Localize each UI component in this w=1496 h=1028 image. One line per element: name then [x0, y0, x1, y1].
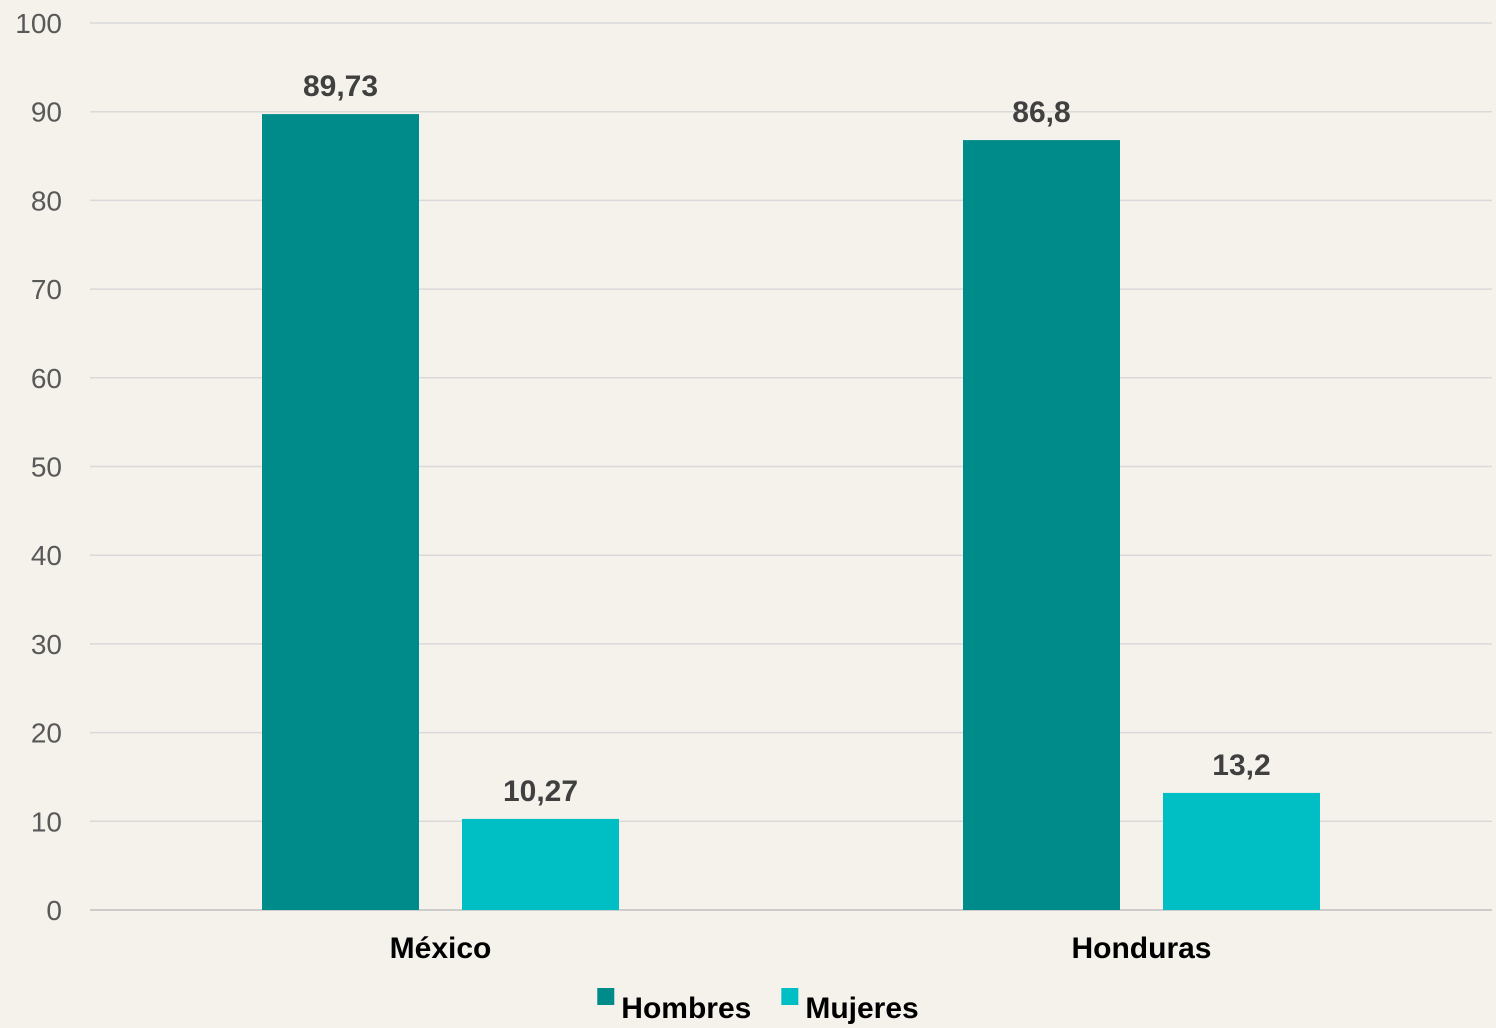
data-labels: 89,73 10,27 86,8 13,2	[303, 70, 1271, 808]
y-tick-label: 70	[31, 274, 62, 305]
legend-label: Mujeres	[805, 992, 918, 1025]
data-label: 86,8	[1012, 96, 1070, 129]
legend: Hombres Mujeres	[597, 988, 919, 1025]
legend-swatch	[781, 988, 799, 1005]
data-label: 89,73	[303, 70, 378, 103]
y-tick-label: 0	[46, 895, 62, 926]
data-label: 10,27	[503, 775, 578, 808]
bar-mujeres-1	[1163, 792, 1320, 910]
y-tick-label: 90	[31, 97, 62, 128]
bar-hombres-1	[963, 140, 1120, 911]
bars	[262, 114, 1320, 911]
legend-item-hombres: Hombres	[597, 988, 751, 1025]
y-axis-ticks: 0 10 20 30 40 50 60 70 80 90 100	[15, 8, 62, 926]
y-tick-label: 50	[31, 452, 62, 483]
bar-hombres-0	[262, 114, 419, 910]
y-tick-label: 60	[31, 363, 62, 394]
y-tick-label: 10	[31, 806, 62, 837]
legend-item-mujeres: Mujeres	[781, 988, 919, 1025]
y-tick-label: 30	[31, 629, 62, 660]
x-axis-categories: México Honduras	[390, 932, 1212, 965]
legend-label: Hombres	[621, 992, 751, 1025]
y-tick-label: 100	[15, 8, 62, 39]
y-tick-label: 80	[31, 185, 62, 216]
x-category-label: México	[390, 932, 492, 965]
data-label: 13,2	[1212, 749, 1270, 782]
legend-swatch	[597, 988, 615, 1005]
x-category-label: Honduras	[1071, 932, 1211, 965]
y-tick-label: 40	[31, 540, 62, 571]
bar-mujeres-0	[462, 818, 619, 910]
y-tick-label: 20	[31, 718, 62, 749]
